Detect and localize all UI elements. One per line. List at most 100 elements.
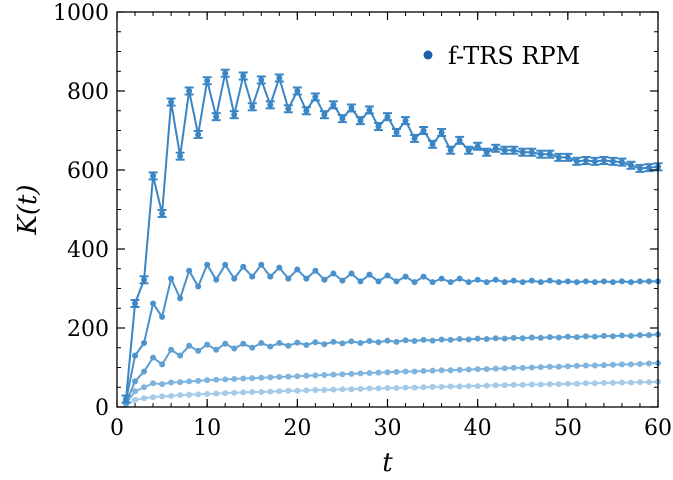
series-3-point: [231, 345, 238, 352]
x-tick-label: 20: [283, 416, 311, 441]
series-2-point: [465, 279, 472, 286]
series-2-point: [600, 278, 607, 285]
series-5-point: [249, 388, 256, 395]
series-5-point: [474, 383, 481, 390]
x-tick-label: 40: [464, 416, 492, 441]
series-5-point: [339, 386, 346, 393]
series-3-point: [627, 332, 634, 339]
series-2-point: [582, 278, 589, 285]
series-5-point: [420, 384, 427, 391]
series-1-point: [591, 158, 598, 165]
series-3-point: [312, 339, 319, 346]
series-5-point: [348, 386, 355, 393]
series-4-point: [357, 370, 364, 377]
series-5-point: [591, 380, 598, 387]
series-2-point: [411, 279, 418, 286]
series-3-point: [213, 346, 220, 353]
series-3-point: [411, 338, 418, 345]
series-1-point: [132, 300, 139, 307]
series-2: [123, 261, 661, 405]
series-3-point: [375, 339, 382, 346]
series-2-point: [366, 271, 373, 278]
series-5-point: [231, 389, 238, 396]
series-2-point: [564, 278, 571, 285]
series-2-point: [456, 275, 463, 282]
series-3-point: [447, 336, 454, 343]
series-5-point: [528, 381, 535, 388]
series-4-point: [447, 367, 454, 374]
series-4-point: [276, 373, 283, 380]
series-3-point: [258, 340, 265, 347]
series-3-point: [609, 333, 616, 340]
series-4-point: [231, 375, 238, 382]
series-3-point: [438, 336, 445, 343]
series-4-point: [510, 364, 517, 371]
series-3-point: [393, 338, 400, 345]
series-2-point: [240, 263, 247, 270]
series-5-point: [600, 379, 607, 386]
series-2-point: [150, 300, 157, 307]
series-4-point: [429, 367, 436, 374]
series-1-point: [627, 162, 634, 169]
series-3-point: [591, 333, 598, 340]
series-3-point: [582, 333, 589, 340]
series-4-point: [420, 368, 427, 375]
series-4-point: [438, 367, 445, 374]
series-3-point: [402, 337, 409, 344]
series-3-point: [222, 340, 229, 347]
series-5-point: [393, 385, 400, 392]
series-4-point: [393, 368, 400, 375]
series-1-point: [195, 131, 202, 138]
series-1-point: [501, 147, 508, 154]
series-2-point: [357, 278, 364, 285]
series-5-point: [519, 381, 526, 388]
series-5-point: [375, 385, 382, 392]
series-3-point: [159, 361, 166, 368]
series-2-point: [141, 340, 148, 347]
series-1-point: [321, 111, 328, 118]
series-2-point: [204, 261, 211, 268]
series-4-point: [150, 380, 157, 387]
series-4-point: [240, 375, 247, 382]
series-4-point: [465, 366, 472, 373]
series-3-point: [555, 334, 562, 341]
series-3-point: [177, 352, 184, 359]
series-1-point: [564, 154, 571, 161]
series-5-point: [609, 379, 616, 386]
series-1-point: [573, 158, 580, 165]
series-5-point: [213, 390, 220, 397]
series-3-point: [357, 340, 364, 347]
series-1-point: [438, 129, 445, 136]
series-2-point: [573, 279, 580, 286]
series-5-point: [159, 393, 166, 400]
series-3-point: [501, 335, 508, 342]
series-4-point: [267, 374, 274, 381]
series-2-point: [249, 273, 256, 280]
series-1-point: [528, 149, 535, 156]
series-1-point: [303, 107, 310, 114]
series-5-point: [645, 379, 652, 386]
series-2-point: [195, 283, 202, 290]
series-2-point: [627, 279, 634, 286]
series-3-point: [618, 332, 625, 339]
series-4-point: [177, 379, 184, 386]
series-5-point: [546, 381, 553, 388]
series-4-point: [285, 373, 292, 380]
plot-frame: [116, 11, 659, 408]
series-4-point: [537, 364, 544, 371]
series-5-point: [132, 396, 139, 403]
series-3-point: [537, 334, 544, 341]
series-5-point: [636, 379, 643, 386]
series-3-point: [330, 338, 337, 345]
series-3-point: [492, 335, 499, 342]
series-1-point: [249, 103, 256, 110]
series-1-point: [411, 135, 418, 142]
y-tick-label: 600: [67, 159, 109, 184]
series-1-point: [339, 115, 346, 122]
series-5-point: [321, 387, 328, 394]
series-5-point: [222, 390, 229, 397]
series-2-point: [483, 279, 490, 286]
series-1-point: [474, 143, 481, 150]
series-3-point: [600, 332, 607, 339]
